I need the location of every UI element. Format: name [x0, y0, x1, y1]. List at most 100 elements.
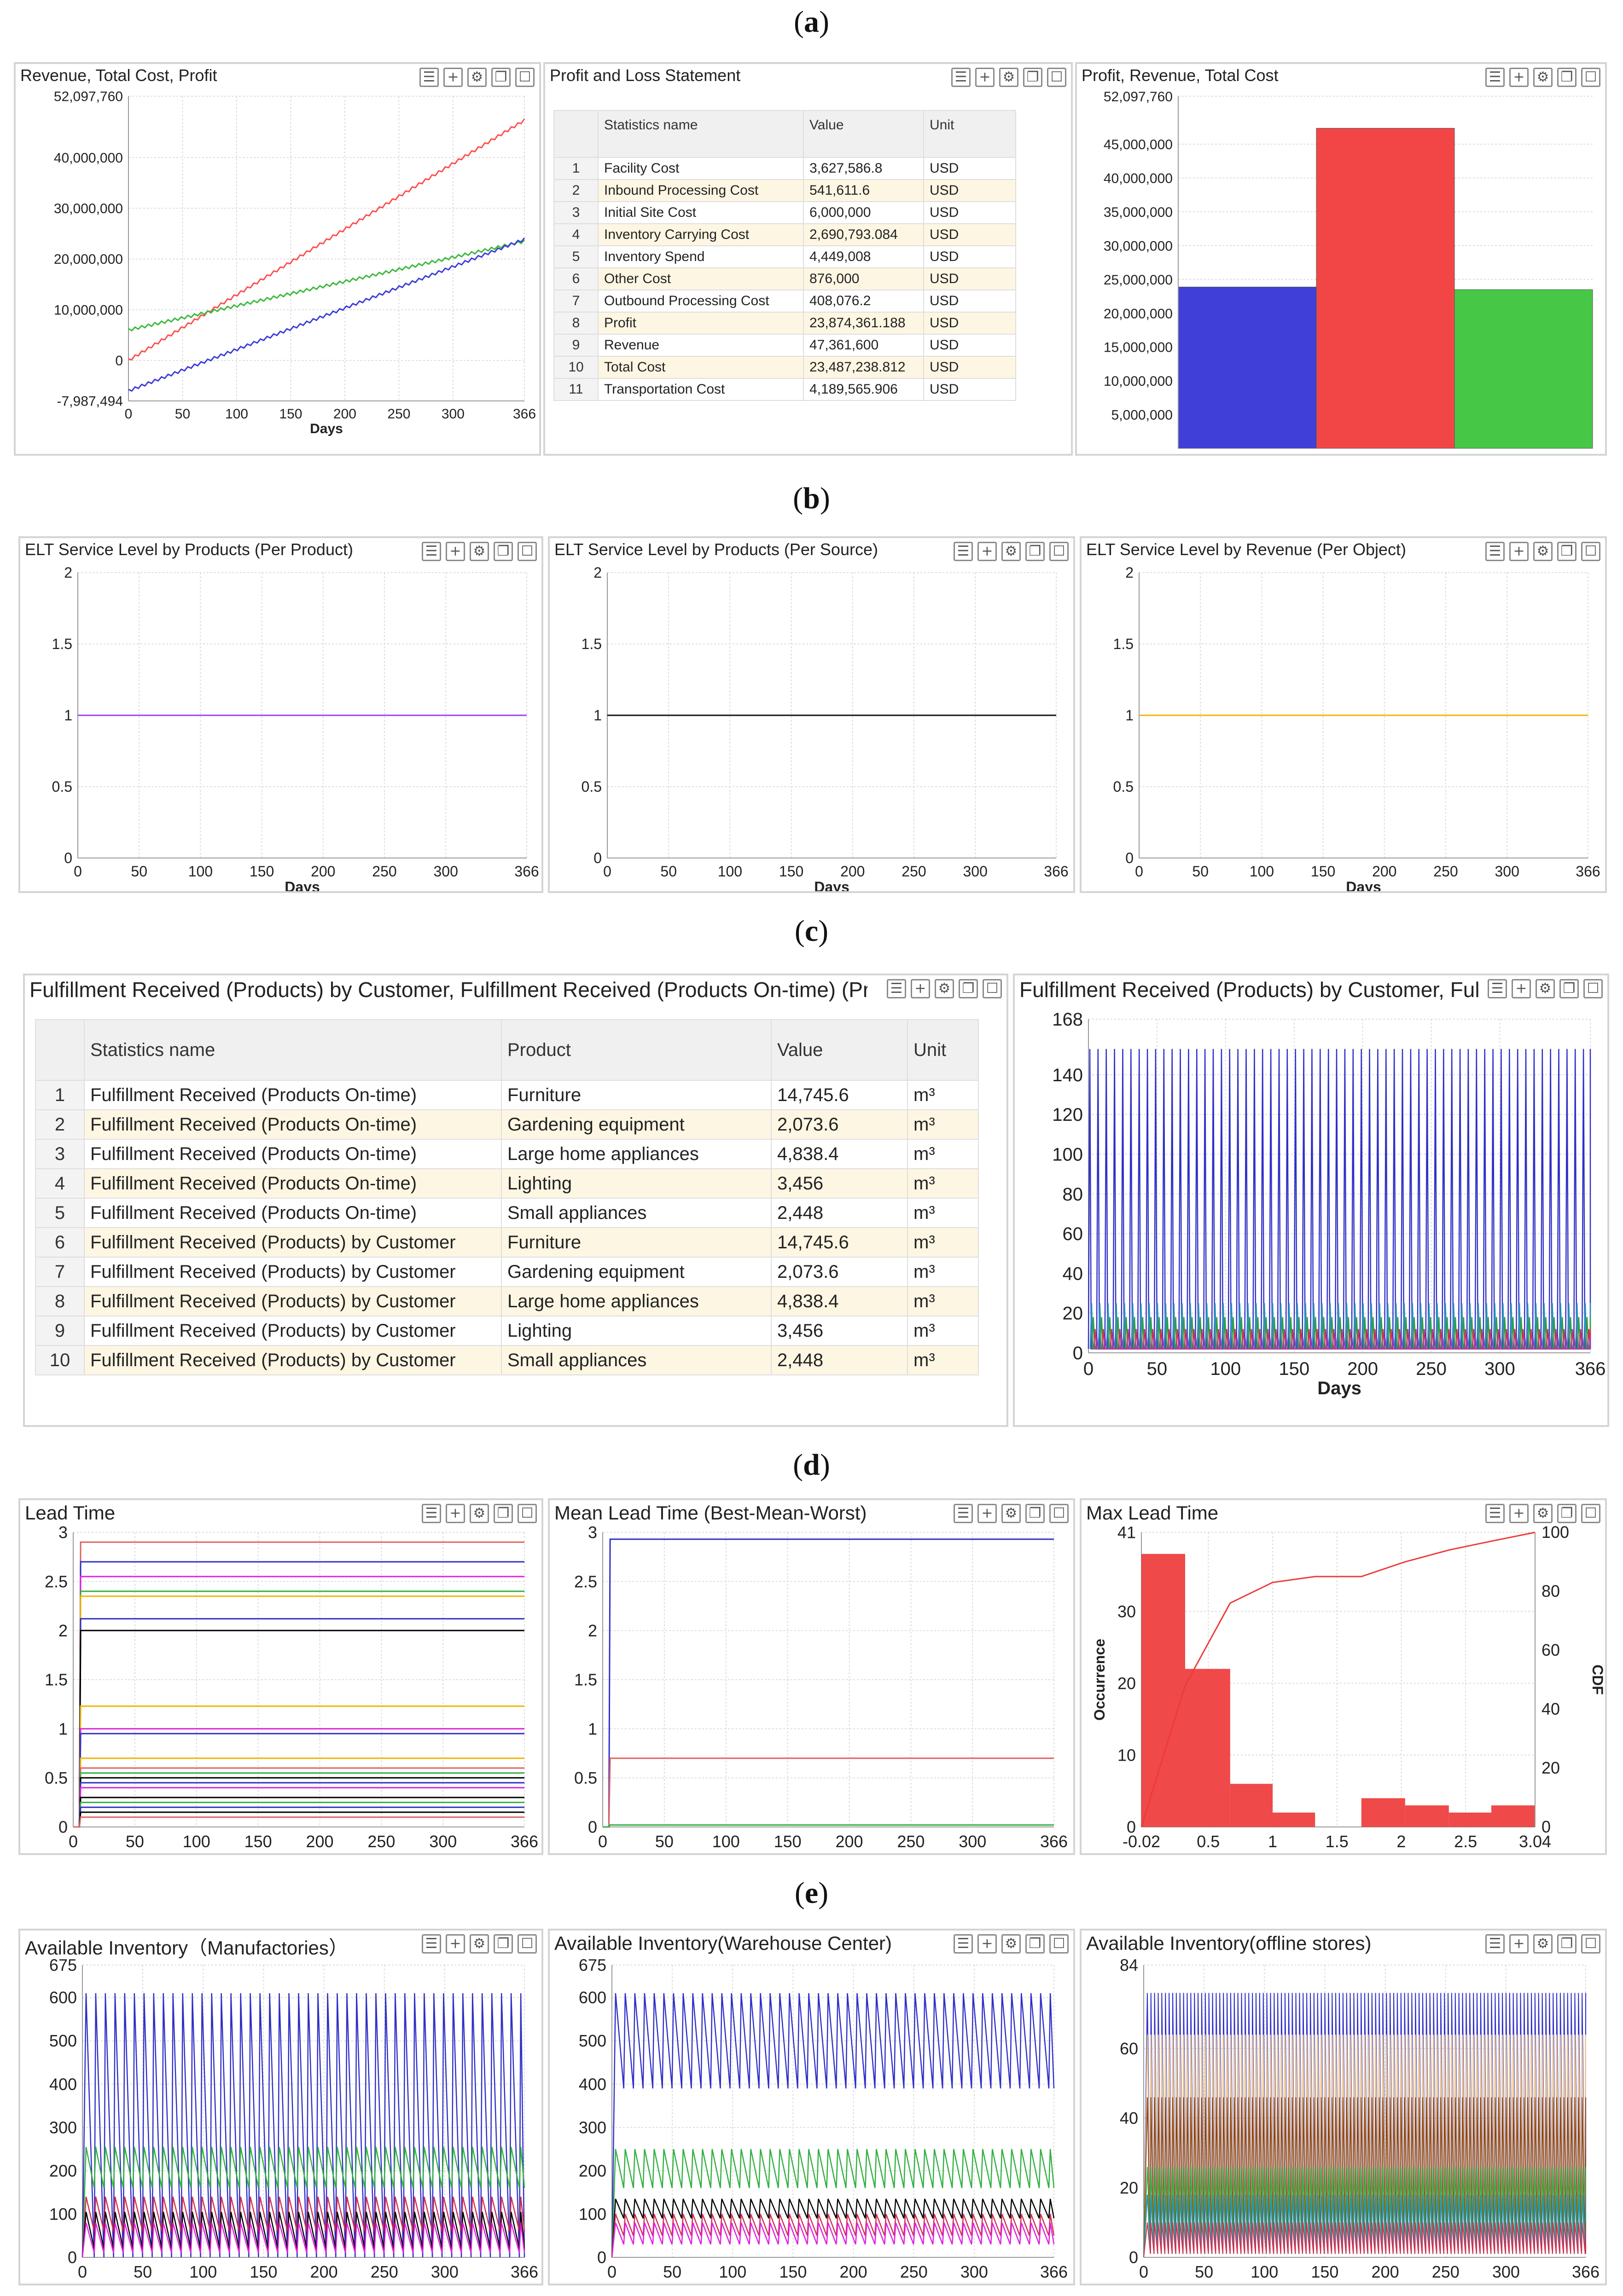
maximize-button[interactable]: ☐	[1581, 542, 1600, 561]
settings-button[interactable]: ⚙	[1001, 542, 1021, 561]
settings-button[interactable]: ⚙	[470, 1504, 489, 1523]
copy-button[interactable]: ❐	[494, 542, 513, 561]
maximize-button[interactable]: ☐	[1581, 1934, 1600, 1954]
table-header-row: Statistics name Product Value Unit	[35, 1019, 979, 1081]
panel-toolbar: ☰ + ⚙ ❐ ☐	[954, 1934, 1069, 1954]
settings-button[interactable]: ⚙	[467, 68, 487, 87]
settings-button[interactable]: ⚙	[470, 1934, 489, 1954]
add-button[interactable]: +	[446, 1934, 465, 1954]
add-button[interactable]: +	[1509, 542, 1529, 561]
settings-button[interactable]: ⚙	[1533, 1504, 1553, 1523]
settings-button[interactable]: ⚙	[1536, 979, 1555, 998]
maximize-button[interactable]: ☐	[518, 1934, 537, 1954]
add-icon: +	[449, 543, 461, 559]
legend-button[interactable]: ☰	[422, 1934, 441, 1954]
legend-button[interactable]: ☰	[1485, 1934, 1505, 1954]
table-row: 11 Transportation Cost 4,189,565.906 USD	[553, 378, 1016, 401]
maximize-button[interactable]: ☐	[518, 1504, 537, 1523]
legend-button[interactable]: ☰	[1485, 1504, 1505, 1523]
copy-button[interactable]: ❐	[1557, 1504, 1576, 1523]
add-button[interactable]: +	[446, 542, 465, 561]
table-row: 4 Fulfillment Received (Products On-time)…	[35, 1168, 979, 1199]
inventory-manufactories-panel: 675 600 500 400 300 200 100 0 0 50 100 150 200 250 300…	[18, 1929, 543, 2285]
table-cell: Inventory Carrying Cost	[598, 223, 804, 246]
header-unit: Unit	[923, 110, 1016, 158]
copy-button[interactable]: ❐	[1023, 68, 1042, 87]
add-button[interactable]: +	[443, 68, 463, 87]
copy-button[interactable]: ❐	[1025, 1934, 1045, 1954]
copy-button[interactable]: ❐	[959, 979, 978, 998]
table-cell: m³	[907, 1257, 979, 1287]
copy-button[interactable]: ❐	[1557, 542, 1576, 561]
histogram-bar	[1405, 1805, 1449, 1827]
copy-button[interactable]: ❐	[1557, 1934, 1576, 1954]
add-button[interactable]: +	[975, 68, 995, 87]
add-button[interactable]: +	[1512, 979, 1531, 998]
copy-button[interactable]: ❐	[1025, 542, 1045, 561]
copy-button[interactable]: ❐	[494, 1934, 513, 1954]
maximize-button[interactable]: ☐	[518, 542, 537, 561]
copy-button[interactable]: ❐	[1025, 1504, 1045, 1523]
table-cell: USD	[923, 334, 1016, 357]
fulfillment-table-panel: Fulfillment Received (Products) by Custo…	[23, 974, 1008, 1427]
section-label-e: (e)	[794, 1876, 829, 1910]
add-button[interactable]: +	[911, 979, 930, 998]
legend-button[interactable]: ☰	[1485, 542, 1505, 561]
settings-button[interactable]: ⚙	[1533, 542, 1553, 561]
maximize-button[interactable]: ☐	[1049, 542, 1069, 561]
add-button[interactable]: +	[446, 1504, 465, 1523]
settings-button[interactable]: ⚙	[935, 979, 954, 998]
x-tick-label: 200	[306, 1832, 333, 1851]
legend-button[interactable]: ☰	[422, 1504, 441, 1523]
settings-button[interactable]: ⚙	[470, 542, 489, 561]
settings-icon: ⚙	[1536, 543, 1549, 559]
legend-button[interactable]: ☰	[422, 542, 441, 561]
row-index: 10	[553, 356, 599, 379]
series-line	[603, 1538, 1054, 1828]
legend-button[interactable]: ☰	[887, 979, 906, 998]
y-tick-label: 0	[1073, 1343, 1083, 1363]
settings-button[interactable]: ⚙	[1001, 1504, 1021, 1523]
copy-button[interactable]: ❐	[494, 1504, 513, 1523]
maximize-button[interactable]: ☐	[515, 68, 535, 87]
legend-button[interactable]: ☰	[951, 68, 971, 87]
legend-button[interactable]: ☰	[1485, 68, 1505, 87]
maximize-button[interactable]: ☐	[1581, 1504, 1600, 1523]
maximize-button[interactable]: ☐	[1049, 1504, 1069, 1523]
y-tick-label: 1.5	[574, 1670, 597, 1689]
panel-title: ELT Service Level by Revenue (Per Object…	[1086, 540, 1406, 559]
maximize-button[interactable]: ☐	[1583, 979, 1603, 998]
legend-icon: ☰	[890, 980, 903, 997]
copy-button[interactable]: ❐	[1557, 68, 1576, 87]
panel-title: Max Lead Time	[1086, 1502, 1219, 1524]
table-row: 10 Fulfillment Received (Products) by Cus…	[35, 1345, 979, 1375]
add-button[interactable]: +	[1509, 1934, 1529, 1954]
add-button[interactable]: +	[1509, 1504, 1529, 1523]
settings-button[interactable]: ⚙	[1533, 68, 1553, 87]
settings-button[interactable]: ⚙	[999, 68, 1018, 87]
maximize-button[interactable]: ☐	[1049, 1934, 1069, 1954]
maximize-button[interactable]: ☐	[1581, 68, 1600, 87]
y-tick-label: 1	[1125, 707, 1134, 724]
maximize-icon: ☐	[1584, 543, 1597, 559]
legend-button[interactable]: ☰	[1488, 979, 1507, 998]
copy-button[interactable]: ❐	[491, 68, 511, 87]
series-line-gardening-equipment	[1095, 1337, 1591, 1350]
maximize-button[interactable]: ☐	[983, 979, 1002, 998]
legend-button[interactable]: ☰	[954, 1934, 973, 1954]
maximize-button[interactable]: ☐	[1047, 68, 1066, 87]
x-tick-label: 0	[78, 2262, 87, 2281]
legend-button[interactable]: ☰	[954, 542, 973, 561]
legend-button[interactable]: ☰	[419, 68, 439, 87]
settings-button[interactable]: ⚙	[1001, 1934, 1021, 1954]
histogram-bar	[1230, 1784, 1273, 1827]
legend-button[interactable]: ☰	[954, 1504, 973, 1523]
copy-button[interactable]: ❐	[1559, 979, 1579, 998]
add-button[interactable]: +	[1509, 68, 1529, 87]
histogram-bar	[1185, 1669, 1230, 1827]
add-button[interactable]: +	[977, 1934, 997, 1954]
add-button[interactable]: +	[977, 1504, 997, 1523]
add-button[interactable]: +	[977, 542, 997, 561]
settings-button[interactable]: ⚙	[1533, 1934, 1553, 1954]
table-cell: 23,487,238.812	[803, 356, 924, 379]
